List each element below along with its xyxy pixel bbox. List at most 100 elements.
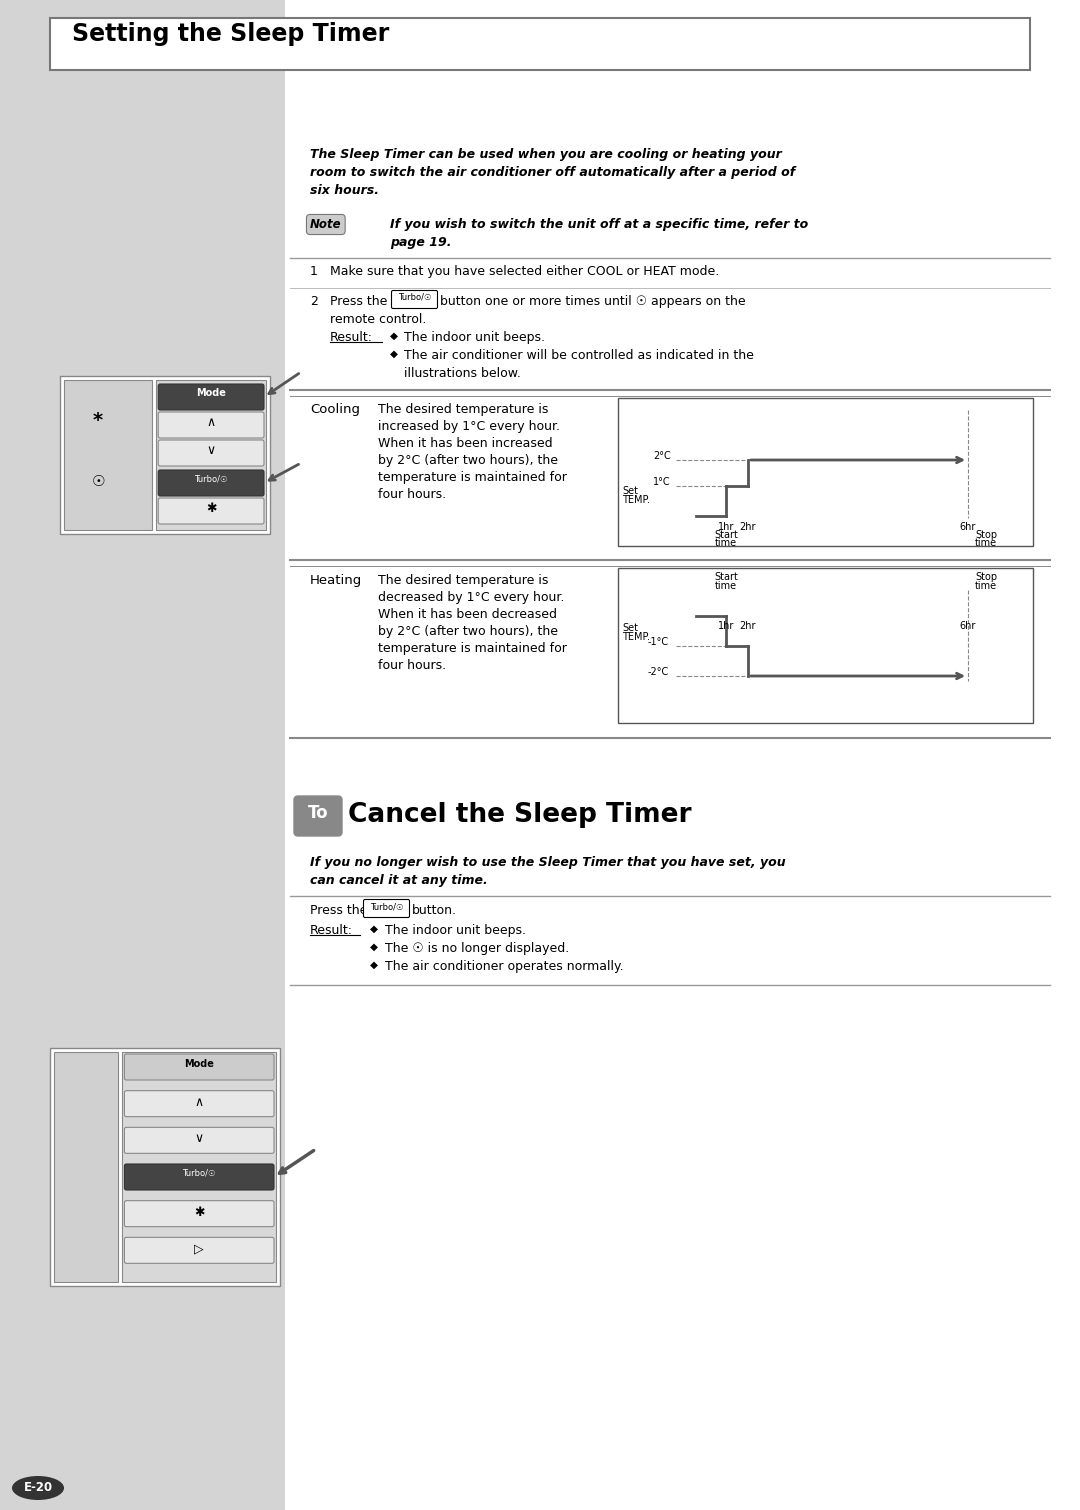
Ellipse shape: [12, 1475, 64, 1499]
Text: ∨: ∨: [194, 1132, 204, 1145]
Text: 2: 2: [310, 294, 318, 308]
Text: When it has been increased: When it has been increased: [378, 436, 553, 450]
Text: E-20: E-20: [24, 1481, 53, 1493]
Text: button.: button.: [411, 904, 457, 917]
Text: TEMP.: TEMP.: [622, 495, 650, 504]
Text: Result:: Result:: [330, 331, 373, 344]
Text: 6hr: 6hr: [960, 621, 976, 631]
Text: temperature is maintained for: temperature is maintained for: [378, 642, 567, 655]
Text: ◆: ◆: [370, 924, 378, 935]
Bar: [54, 1052, 119, 1282]
Text: 6hr: 6hr: [960, 522, 976, 532]
Text: Heating: Heating: [310, 574, 362, 587]
Text: four hours.: four hours.: [378, 488, 446, 501]
Text: 1°C: 1°C: [653, 477, 671, 488]
Text: ∧: ∧: [206, 415, 216, 429]
Text: button one or more times until ☉ appears on the: button one or more times until ☉ appears…: [440, 294, 745, 308]
Text: If you no longer wish to use the Sleep Timer that you have set, you: If you no longer wish to use the Sleep T…: [310, 856, 785, 868]
Text: Cooling: Cooling: [310, 403, 360, 415]
Text: Turbo/☉: Turbo/☉: [369, 901, 403, 911]
Text: 2hr: 2hr: [740, 522, 756, 532]
Text: increased by 1°C every hour.: increased by 1°C every hour.: [378, 420, 561, 433]
Text: Press the: Press the: [310, 904, 372, 917]
Text: Stop: Stop: [975, 530, 997, 541]
Text: 1hr: 1hr: [718, 621, 734, 631]
Text: four hours.: four hours.: [378, 658, 446, 672]
Text: Press the: Press the: [330, 294, 391, 308]
Text: Stop: Stop: [975, 572, 997, 581]
Bar: [618, 568, 1032, 723]
Text: -2°C: -2°C: [648, 667, 670, 676]
Text: ◆: ◆: [370, 960, 378, 969]
Text: ✱: ✱: [194, 1205, 204, 1219]
Text: page 19.: page 19.: [390, 236, 451, 249]
Text: Mode: Mode: [197, 388, 226, 399]
Text: 2hr: 2hr: [740, 621, 756, 631]
FancyBboxPatch shape: [124, 1054, 274, 1080]
Bar: [157, 381, 266, 530]
Text: The indoor unit beeps.: The indoor unit beeps.: [404, 331, 545, 344]
Text: ∨: ∨: [206, 444, 216, 458]
Text: The desired temperature is: The desired temperature is: [378, 403, 549, 415]
Text: room to switch the air conditioner off automatically after a period of: room to switch the air conditioner off a…: [310, 166, 795, 180]
Text: time: time: [715, 538, 737, 548]
Text: time: time: [975, 581, 997, 590]
Text: ◆: ◆: [370, 942, 378, 951]
FancyBboxPatch shape: [364, 900, 409, 918]
Text: *: *: [93, 411, 104, 430]
FancyBboxPatch shape: [124, 1164, 274, 1190]
Bar: [0, 0, 285, 1510]
Text: 1hr: 1hr: [718, 522, 734, 532]
Text: Set: Set: [622, 624, 638, 633]
Text: can cancel it at any time.: can cancel it at any time.: [310, 874, 488, 886]
Text: 2°C: 2°C: [653, 451, 671, 461]
Text: Set: Set: [622, 486, 638, 495]
FancyBboxPatch shape: [158, 470, 264, 495]
Text: The desired temperature is: The desired temperature is: [378, 574, 549, 587]
Text: If you wish to switch the unit off at a specific time, refer to: If you wish to switch the unit off at a …: [390, 217, 808, 231]
Bar: [618, 399, 1032, 547]
FancyBboxPatch shape: [294, 796, 342, 837]
FancyBboxPatch shape: [124, 1237, 274, 1264]
FancyBboxPatch shape: [124, 1128, 274, 1154]
Text: by 2°C (after two hours), the: by 2°C (after two hours), the: [378, 455, 558, 467]
Text: Start: Start: [714, 572, 738, 581]
Text: temperature is maintained for: temperature is maintained for: [378, 471, 567, 485]
Text: The air conditioner will be controlled as indicated in the: The air conditioner will be controlled a…: [404, 349, 754, 362]
Bar: [122, 1052, 276, 1282]
FancyBboxPatch shape: [391, 290, 437, 308]
Text: The Sleep Timer can be used when you are cooling or heating your: The Sleep Timer can be used when you are…: [310, 148, 782, 162]
Text: When it has been decreased: When it has been decreased: [378, 609, 557, 621]
Text: Note: Note: [310, 217, 341, 231]
Text: To: To: [308, 803, 328, 821]
Text: -1°C: -1°C: [648, 637, 670, 646]
Text: Turbo/☉: Turbo/☉: [183, 1169, 216, 1178]
Text: ✱: ✱: [206, 501, 216, 515]
Text: ◆: ◆: [390, 331, 399, 341]
Text: Cancel the Sleep Timer: Cancel the Sleep Timer: [348, 802, 691, 827]
Text: illustrations below.: illustrations below.: [404, 367, 521, 381]
Text: Make sure that you have selected either COOL or HEAT mode.: Make sure that you have selected either …: [330, 264, 719, 278]
Text: TEMP.: TEMP.: [622, 633, 650, 642]
Bar: [64, 381, 152, 530]
FancyBboxPatch shape: [158, 384, 264, 411]
Text: by 2°C (after two hours), the: by 2°C (after two hours), the: [378, 625, 558, 639]
Text: decreased by 1°C every hour.: decreased by 1°C every hour.: [378, 590, 565, 604]
FancyBboxPatch shape: [158, 412, 264, 438]
FancyBboxPatch shape: [124, 1090, 274, 1117]
Text: 1: 1: [310, 264, 318, 278]
Text: time: time: [975, 538, 997, 548]
Text: time: time: [715, 581, 737, 590]
Bar: [60, 376, 270, 535]
Text: The ☉ is no longer displayed.: The ☉ is no longer displayed.: [384, 942, 569, 954]
FancyBboxPatch shape: [158, 439, 264, 467]
Text: Mode: Mode: [185, 1059, 214, 1069]
Text: remote control.: remote control.: [330, 313, 427, 326]
Text: ∧: ∧: [194, 1096, 204, 1108]
FancyBboxPatch shape: [158, 498, 264, 524]
Text: six hours.: six hours.: [310, 184, 379, 196]
Text: The air conditioner operates normally.: The air conditioner operates normally.: [384, 960, 623, 972]
Bar: [50, 18, 1030, 69]
FancyBboxPatch shape: [124, 1200, 274, 1226]
Text: ☉: ☉: [92, 474, 105, 489]
